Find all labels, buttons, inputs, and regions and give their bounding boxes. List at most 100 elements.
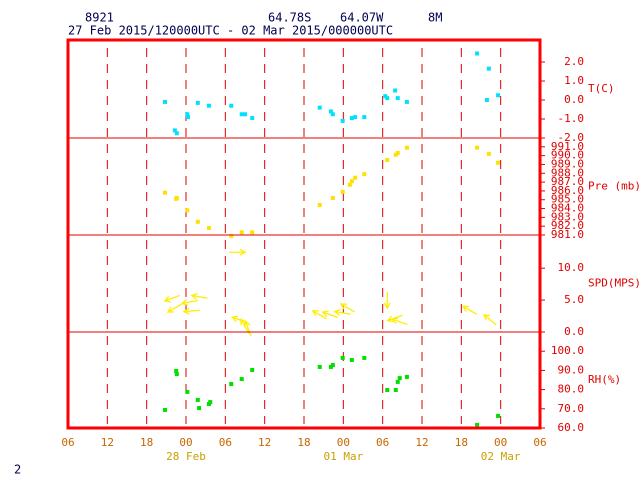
data-point: [404, 99, 409, 104]
y-tick-label: 984.0: [551, 202, 584, 215]
data-point: [317, 203, 322, 208]
data-point: [397, 376, 402, 381]
data-point: [362, 172, 367, 177]
day-label: 28 Feb: [166, 450, 206, 463]
data-point: [239, 377, 244, 382]
wind-arrow: [390, 317, 408, 326]
data-point: [174, 195, 179, 200]
y-tick-label: 988.0: [551, 166, 584, 179]
data-point: [496, 413, 501, 418]
data-point: [206, 225, 211, 230]
data-point: [484, 98, 489, 103]
data-point: [404, 374, 409, 379]
data-point: [385, 387, 390, 392]
x-tick-label: 18: [297, 436, 310, 449]
data-point: [229, 233, 234, 238]
data-point: [362, 115, 367, 120]
data-point: [395, 150, 400, 155]
wind-arrow: [182, 307, 200, 315]
y-tick-label: 983.0: [551, 210, 584, 223]
x-tick-label: 18: [455, 436, 468, 449]
y-tick-label: 100.0: [551, 344, 584, 357]
period: 27 Feb 2015/120000UTC - 02 Mar 2015/0000…: [68, 24, 393, 38]
data-point: [317, 364, 322, 369]
data-point: [195, 219, 200, 224]
data-point: [385, 158, 390, 163]
data-point: [393, 88, 398, 93]
data-point: [475, 422, 480, 427]
y-tick-label: 10.0: [558, 261, 585, 274]
data-point: [174, 131, 179, 136]
data-point: [172, 128, 177, 133]
data-point: [330, 195, 335, 200]
data-point: [486, 66, 491, 71]
data-point: [353, 115, 358, 120]
data-point: [340, 118, 345, 123]
data-point: [185, 389, 190, 394]
data-point: [239, 230, 244, 235]
x-tick-label: 00: [337, 436, 350, 449]
data-point: [185, 115, 190, 120]
y-tick-label: 981.0: [551, 228, 584, 241]
y-tick-label: 990.0: [551, 149, 584, 162]
day-label: 01 Mar: [323, 450, 363, 463]
data-point: [243, 112, 247, 117]
data-point: [486, 151, 491, 156]
wind-arrow: [383, 292, 391, 310]
longitude: 64.07W: [340, 11, 384, 25]
x-tick-label: 00: [494, 436, 507, 449]
x-tick-label: 06: [376, 436, 389, 449]
data-point: [206, 103, 211, 108]
wind-arrow: [321, 310, 338, 319]
data-point: [163, 190, 168, 195]
plot-frame: [66, 38, 542, 430]
data-point: [239, 112, 244, 117]
data-point: [229, 382, 234, 387]
wind-arrow: [166, 303, 183, 313]
y-tick-label: 991.0: [551, 140, 584, 153]
y-tick-label: 1.0: [564, 74, 584, 87]
axis-label: T(C): [588, 82, 615, 95]
data-point: [330, 112, 335, 117]
wind-arrow: [180, 299, 198, 306]
data-point: [475, 145, 480, 150]
axis-label: Pre (mb): [588, 180, 640, 193]
data-point: [330, 363, 335, 368]
axis-label: SPD(MPS): [588, 277, 640, 290]
data-point: [395, 379, 400, 384]
y-tick-label: 5.0: [564, 293, 584, 306]
data-point: [174, 372, 179, 377]
data-point: [197, 406, 202, 411]
data-point: [328, 109, 333, 114]
data-point: [163, 99, 168, 104]
data-point: [195, 100, 200, 105]
data-point: [404, 145, 409, 150]
data-point: [195, 397, 200, 402]
y-tick-label: 70.0: [558, 402, 585, 415]
y-tick-label: -2.0: [558, 131, 585, 144]
data-point: [362, 355, 367, 360]
y-tick-label: 982.0: [551, 219, 584, 232]
data-point: [496, 160, 501, 165]
data-point: [250, 116, 255, 121]
y-tick-label: 989.0: [551, 157, 584, 170]
data-point: [185, 208, 190, 213]
latitude: 64.78S: [268, 11, 311, 25]
y-tick-label: 0.0: [564, 325, 584, 338]
data-point: [349, 358, 354, 363]
axis-label: RH(%): [588, 373, 621, 386]
height: 8M: [428, 11, 442, 25]
data-point: [208, 400, 213, 405]
x-tick-label: 06: [533, 436, 546, 449]
data-point: [229, 103, 234, 108]
data-point: [185, 112, 190, 117]
y-tick-label: 2.0: [564, 55, 584, 68]
wind-arrow: [339, 303, 356, 313]
data-point: [475, 51, 480, 56]
x-tick-label: 18: [140, 436, 153, 449]
wind-arrow: [311, 310, 327, 320]
y-tick-label: -1.0: [558, 112, 585, 125]
data-point: [250, 230, 255, 235]
wind-arrow: [163, 294, 180, 303]
